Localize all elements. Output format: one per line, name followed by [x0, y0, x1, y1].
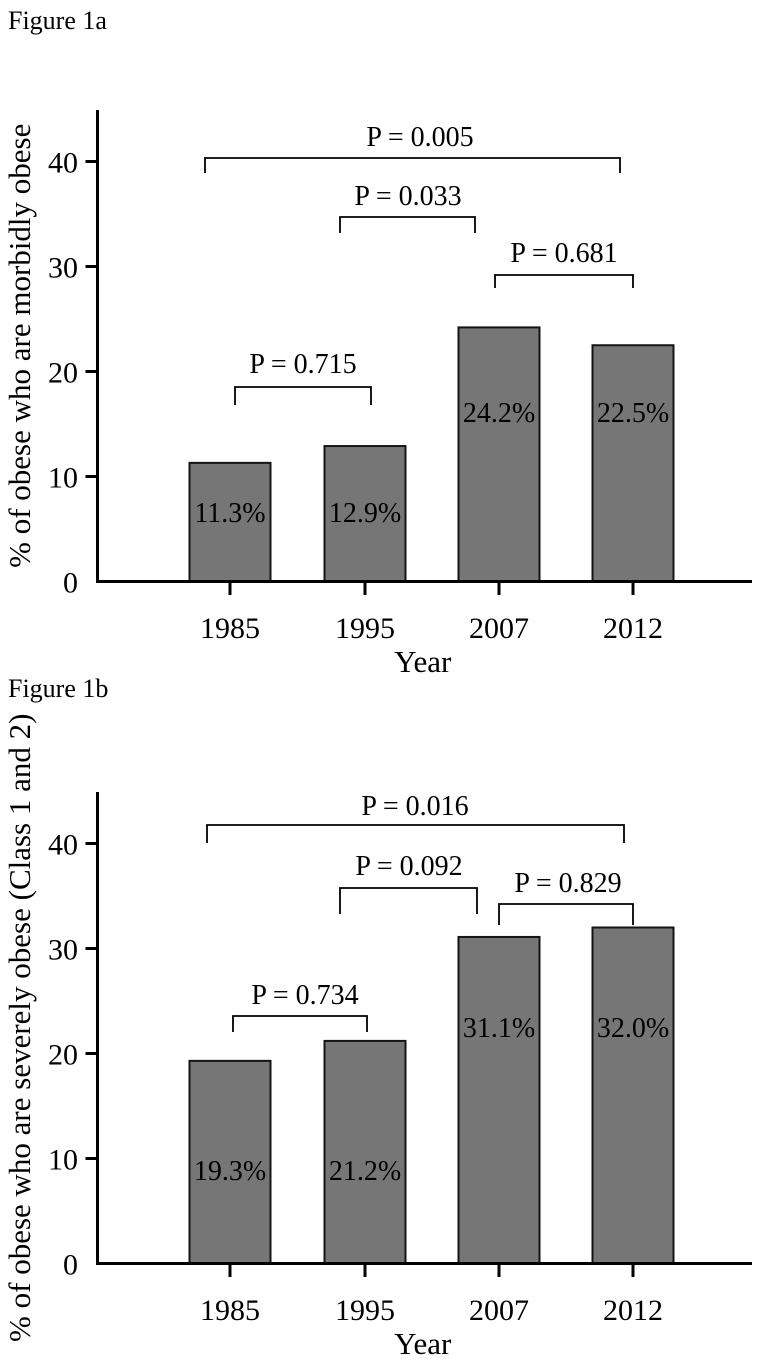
bar-1995 [323, 1039, 407, 1265]
bar-value-label: 11.3% [194, 498, 265, 529]
figure-1a-caption: Figure 1a [8, 6, 107, 35]
significance-bracket [339, 887, 478, 914]
bar-value-label: 22.5% [597, 398, 669, 429]
significance-bracket [234, 386, 372, 405]
p-value-label: P = 0.829 [514, 868, 621, 899]
p-value-label: P = 0.033 [354, 181, 461, 212]
x-tick-label: 2007 [469, 1294, 529, 1327]
p-value-label: P = 0.005 [366, 122, 473, 153]
bar-2012 [591, 926, 675, 1265]
bar-value-label: 32.0% [597, 1013, 669, 1044]
y-tick-label: 10 [48, 1144, 78, 1177]
x-tick-label: 2012 [603, 1294, 663, 1327]
bar-2012 [591, 344, 675, 583]
bar-value-label: 21.2% [329, 1156, 401, 1187]
significance-bracket [494, 274, 634, 288]
y-tick-label: 40 [48, 147, 78, 180]
p-value-label: P = 0.681 [510, 238, 617, 269]
y-tick-label: 30 [48, 934, 78, 967]
x-tick-label: 1985 [200, 612, 260, 645]
significance-bracket [498, 903, 634, 925]
bar-1995 [323, 445, 407, 583]
figure-1b-bar-chart: 19.3% 21.2% 31.1% 32.0% 0 10 20 30 40 1985 1995 200… [2, 714, 752, 1361]
p-value-label: P = 0.715 [249, 349, 356, 380]
bar-value-label: 19.3% [194, 1156, 266, 1187]
bar-value-label: 24.2% [463, 398, 535, 429]
p-value-label: P = 0.016 [361, 791, 468, 822]
x-tick-label: 1995 [335, 612, 395, 645]
x-axis-title: Year [394, 1326, 452, 1361]
bar-1985 [188, 461, 272, 583]
bar-value-label: 31.1% [463, 1013, 535, 1044]
y-tick-label: 10 [48, 462, 78, 495]
significance-bracket [206, 824, 625, 843]
significance-bracket [204, 157, 621, 173]
y-tick-label: 40 [48, 829, 78, 862]
significance-bracket [232, 1015, 368, 1032]
y-tick-label: 20 [48, 1039, 78, 1072]
y-tick-label: 0 [63, 567, 78, 600]
bar-2007 [457, 935, 541, 1265]
x-tick-label: 2012 [603, 612, 663, 645]
bar-1985 [188, 1059, 272, 1265]
p-value-label: P = 0.092 [355, 851, 462, 882]
x-axis-title: Year [394, 644, 452, 679]
p-value-label: P = 0.734 [251, 980, 358, 1011]
x-tick-label: 1995 [335, 1294, 395, 1327]
y-axis-title: % of obese who are morbidly obese [2, 124, 37, 568]
figure-1b-caption: Figure 1b [8, 674, 109, 703]
x-tick-label: 1985 [200, 1294, 260, 1327]
figure-1a-bar-chart: 11.3% 12.9% 24.2% 22.5% 0 10 20 30 40 1985 1995 200… [2, 110, 752, 679]
y-tick-label: 30 [48, 252, 78, 285]
y-tick-label: 0 [63, 1249, 78, 1282]
bar-2007 [457, 326, 541, 583]
significance-bracket [339, 216, 476, 233]
y-axis-title: % of obese who are severely obese (Class… [2, 714, 37, 1342]
y-tick-label: 20 [48, 357, 78, 390]
x-tick-label: 2007 [469, 612, 529, 645]
bar-value-label: 12.9% [329, 498, 401, 529]
